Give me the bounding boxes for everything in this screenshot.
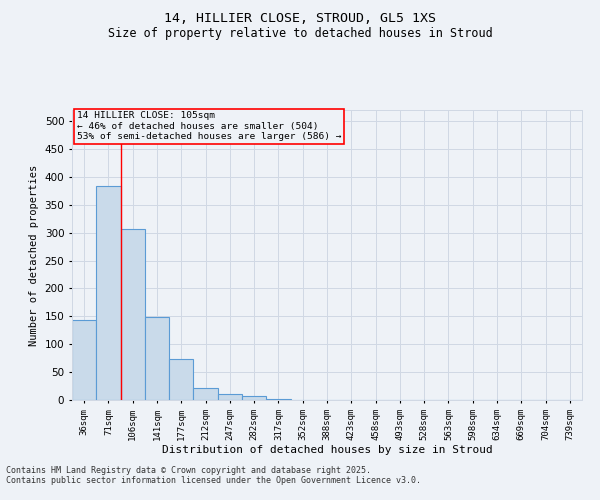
Bar bbox=[242, 396, 266, 400]
Bar bbox=[266, 399, 290, 400]
Text: Contains HM Land Registry data © Crown copyright and database right 2025.
Contai: Contains HM Land Registry data © Crown c… bbox=[6, 466, 421, 485]
Bar bbox=[218, 394, 242, 400]
Bar bbox=[193, 388, 218, 400]
Text: 14 HILLIER CLOSE: 105sqm
← 46% of detached houses are smaller (504)
53% of semi-: 14 HILLIER CLOSE: 105sqm ← 46% of detach… bbox=[77, 112, 341, 141]
Text: Size of property relative to detached houses in Stroud: Size of property relative to detached ho… bbox=[107, 28, 493, 40]
X-axis label: Distribution of detached houses by size in Stroud: Distribution of detached houses by size … bbox=[161, 446, 493, 456]
Bar bbox=[72, 320, 96, 400]
Y-axis label: Number of detached properties: Number of detached properties bbox=[29, 164, 39, 346]
Bar bbox=[145, 318, 169, 400]
Bar bbox=[96, 186, 121, 400]
Bar bbox=[169, 360, 193, 400]
Text: 14, HILLIER CLOSE, STROUD, GL5 1XS: 14, HILLIER CLOSE, STROUD, GL5 1XS bbox=[164, 12, 436, 26]
Bar bbox=[121, 229, 145, 400]
